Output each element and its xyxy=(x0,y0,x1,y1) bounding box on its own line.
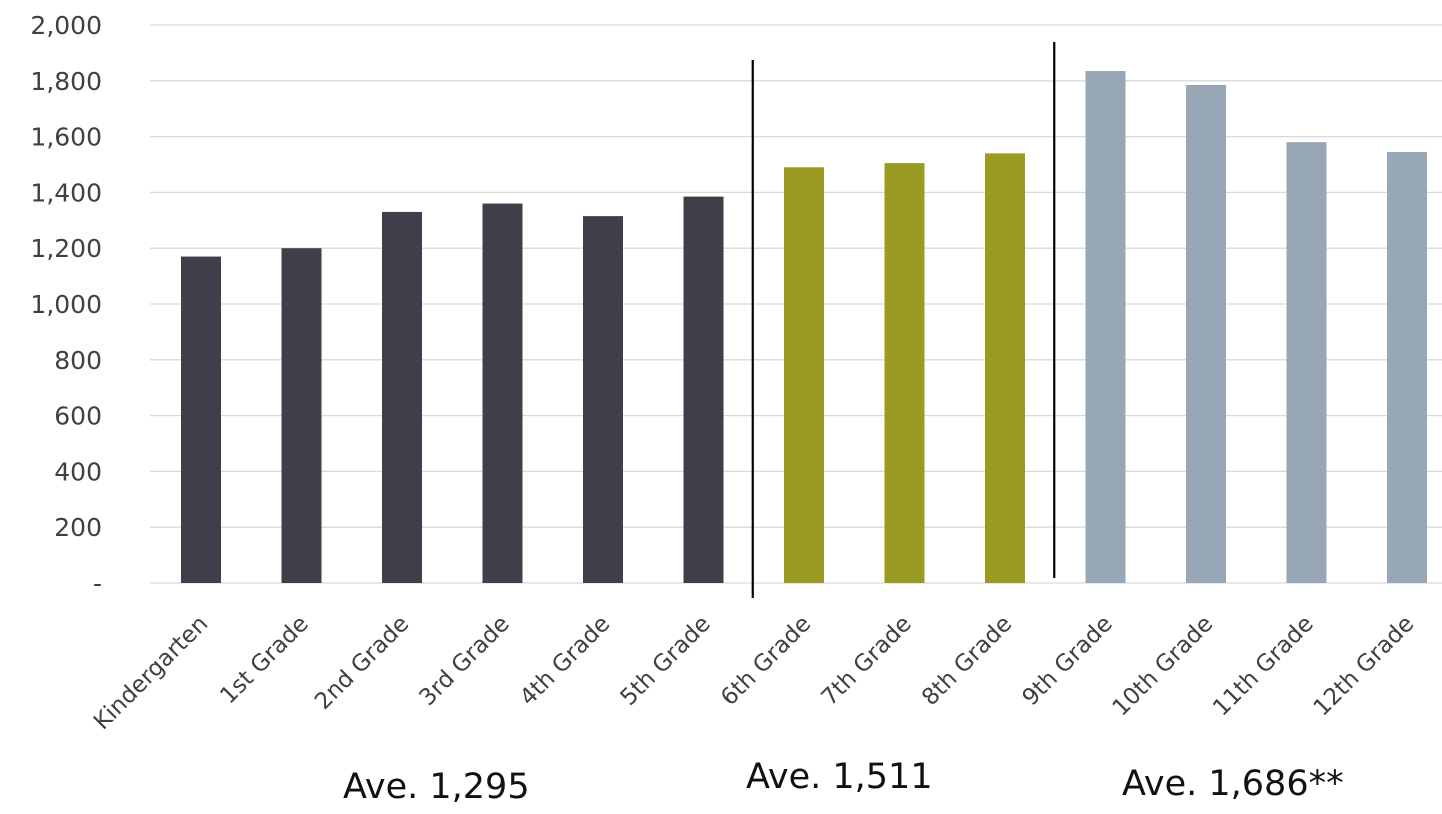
bar xyxy=(382,211,422,583)
group-average-label-elementary: Ave. 1,295 xyxy=(343,767,530,807)
bar xyxy=(985,153,1025,583)
y-tick-label: 800 xyxy=(54,346,102,375)
y-tick-label: 1,600 xyxy=(30,123,102,152)
y-tick-label: 2,000 xyxy=(30,11,102,40)
bar xyxy=(583,216,623,584)
y-tick-label: 1,200 xyxy=(30,234,102,263)
y-tick-label: 1,800 xyxy=(30,67,102,96)
bar xyxy=(884,163,925,584)
y-tick-label: 600 xyxy=(54,402,102,431)
x-tick-label: 5th Grade xyxy=(616,611,716,711)
x-tick-label: 11th Grade xyxy=(1208,611,1319,722)
bar xyxy=(1387,151,1427,583)
bar xyxy=(181,256,221,583)
bar xyxy=(281,248,322,583)
y-axis-tick-labels: - 200 400 600 800 1,000 1,200 1,400 1,600 1,800 2,… xyxy=(30,11,102,598)
group-average-label-middle: Ave. 1,511 xyxy=(746,757,933,797)
bar xyxy=(683,196,724,583)
bars xyxy=(181,71,1427,584)
x-tick-label: 1st Grade xyxy=(215,611,313,709)
y-tick-label: - xyxy=(93,569,102,598)
bar xyxy=(784,167,824,584)
bar xyxy=(1186,84,1226,584)
x-tick-label: 9th Grade xyxy=(1018,611,1118,711)
y-tick-label: 1,000 xyxy=(30,290,102,319)
x-tick-label: 2nd Grade xyxy=(310,611,414,715)
x-tick-label: 10th Grade xyxy=(1108,611,1219,722)
group-dividers xyxy=(751,42,1056,598)
bar xyxy=(1286,142,1327,583)
y-tick-label: 400 xyxy=(54,457,102,486)
x-tick-label: Kindergarten xyxy=(89,611,213,735)
bar xyxy=(1085,71,1126,583)
x-tick-label: 7th Grade xyxy=(817,611,917,711)
x-tick-label: 6th Grade xyxy=(716,611,816,711)
x-tick-label: 12th Grade xyxy=(1309,611,1420,722)
x-tick-label: 8th Grade xyxy=(917,611,1017,711)
y-tick-label: 1,400 xyxy=(30,178,102,207)
x-tick-label: 3rd Grade xyxy=(415,611,515,711)
group-average-label-high: Ave. 1,686** xyxy=(1122,764,1344,804)
bar xyxy=(482,203,523,583)
x-tick-label: 4th Grade xyxy=(515,611,615,711)
y-tick-label: 200 xyxy=(54,513,102,542)
